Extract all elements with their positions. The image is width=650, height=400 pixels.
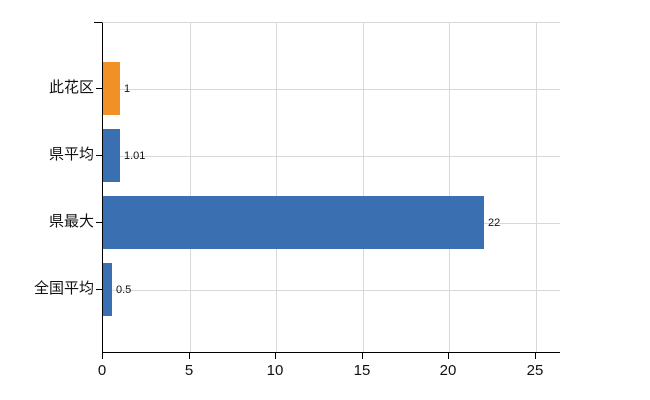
x-axis-tick-label: 5: [184, 362, 194, 379]
x-axis-tick-label: 0: [97, 362, 107, 379]
bar-value-label: 1.01: [124, 150, 146, 162]
gridline-vertical: [363, 23, 364, 352]
x-axis-tick-label: 20: [439, 362, 457, 379]
chart-bar: [103, 62, 120, 115]
chart-bar: [103, 263, 112, 316]
y-axis-tick: [96, 155, 102, 156]
x-axis-tick: [535, 353, 536, 359]
category-label: 全国平均: [33, 280, 94, 297]
x-axis-tick-label: 15: [353, 362, 371, 379]
x-axis-tick: [275, 353, 276, 359]
x-axis-tick-label: 25: [526, 362, 544, 379]
chart-bar: [103, 196, 484, 249]
x-axis-tick: [189, 353, 190, 359]
gridline-horizontal: [103, 156, 560, 157]
gridline-horizontal: [103, 290, 560, 291]
y-axis-end-tick: [94, 22, 102, 23]
y-axis-tick: [96, 289, 102, 290]
x-axis-tick: [102, 353, 103, 359]
gridline-vertical: [449, 23, 450, 352]
chart-bar: [103, 129, 120, 182]
y-axis-tick: [96, 222, 102, 223]
category-label: 県最大: [48, 213, 94, 230]
bar-value-label: 0.5: [116, 284, 132, 296]
x-axis-tick-label: 10: [266, 362, 284, 379]
gridline-vertical: [190, 23, 191, 352]
x-axis-tick: [448, 353, 449, 359]
y-axis-tick: [96, 88, 102, 89]
gridline-vertical: [276, 23, 277, 352]
bar-value-label: 1: [124, 83, 131, 95]
category-label: 此花区: [48, 79, 94, 96]
x-axis-tick: [362, 353, 363, 359]
gridline-vertical: [536, 23, 537, 352]
bar-value-label: 22: [488, 217, 501, 229]
plot-area: 1 1.01 22 0.5: [102, 22, 560, 353]
category-label: 県平均: [48, 146, 94, 163]
gridline-horizontal: [103, 89, 560, 90]
